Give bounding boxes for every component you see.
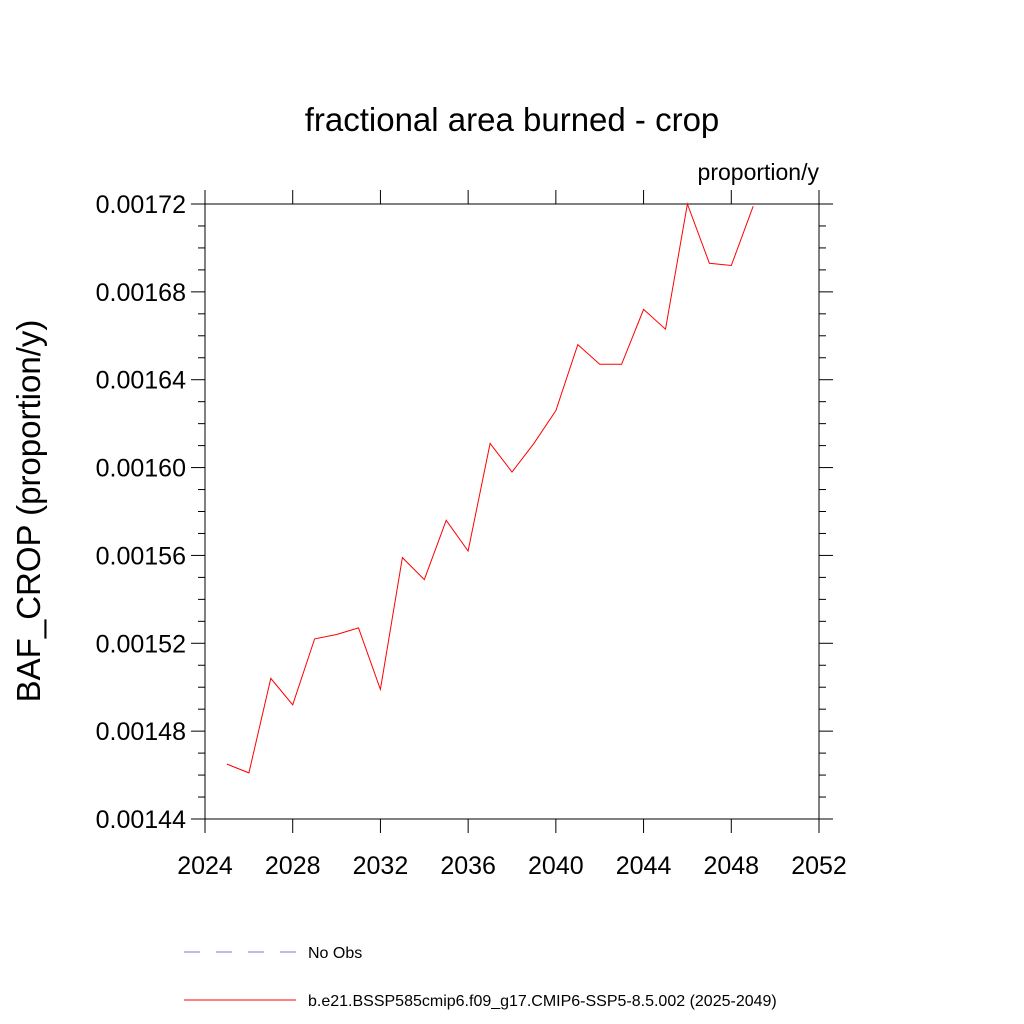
x-tick-label: 2048: [703, 852, 759, 880]
chart-units: proportion/y: [698, 159, 820, 185]
x-tick-label: 2040: [528, 852, 584, 880]
plot-frame: [204, 203, 820, 820]
y-tick-label: 0.00160: [96, 455, 186, 483]
chart-title: fractional area burned - crop: [305, 101, 720, 138]
x-tick-label: 2036: [440, 852, 496, 880]
legend-label: b.e21.BSSP585cmip6.f09_g17.CMIP6-SSP5-8.…: [308, 993, 777, 1010]
y-tick-label: 0.00172: [96, 191, 186, 219]
y-tick-label: 0.00156: [96, 542, 186, 570]
x-tick-label: 2052: [791, 852, 847, 880]
y-axis: 0.00144 0.00148 0.00152 0.00156 0.00160 0.001…: [96, 191, 833, 834]
y-tick-label: 0.00168: [96, 279, 186, 307]
series-layer: [226, 202, 754, 774]
y-axis-label: BAF_CROP (proportion/y): [10, 320, 47, 703]
series-line: [226, 202, 754, 774]
x-tick-label: 2024: [177, 852, 233, 880]
y-tick-label: 0.00148: [96, 718, 186, 746]
legend-label: No Obs: [308, 945, 362, 962]
y-tick-label: 0.00164: [96, 367, 186, 395]
x-tick-label: 2032: [353, 852, 409, 880]
x-tick-label: 2028: [265, 852, 321, 880]
x-axis: 2024 2028 2032 2036 2040 2044 2048 2052: [177, 190, 847, 880]
y-tick-label: 0.00144: [96, 806, 186, 834]
x-tick-label: 2044: [616, 852, 672, 880]
legend: No Obs b.e21.BSSP585cmip6.f09_g17.CMIP6-S…: [184, 945, 777, 1010]
y-tick-label: 0.00152: [96, 630, 186, 658]
